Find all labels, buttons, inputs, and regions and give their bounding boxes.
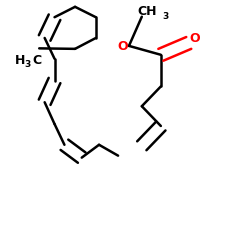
Text: CH: CH [138, 5, 157, 18]
Text: C: C [32, 54, 41, 67]
Text: 3: 3 [24, 60, 31, 69]
Text: O: O [117, 40, 128, 53]
Text: O: O [189, 32, 200, 45]
Text: 3: 3 [163, 12, 169, 21]
Text: H: H [15, 54, 26, 67]
